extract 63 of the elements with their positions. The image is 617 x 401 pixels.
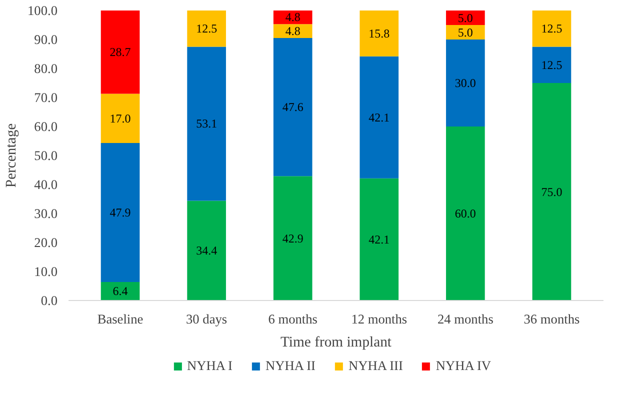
x-tick-label: Baseline	[97, 312, 144, 326]
legend-label: NYHA III	[348, 358, 403, 374]
bar	[100, 10, 140, 94]
bar	[446, 10, 485, 25]
y-tick-label: 10.0	[34, 264, 58, 279]
y-tick-label: 70.0	[34, 90, 58, 105]
x-tick-label: 36 months	[524, 312, 580, 326]
data-label: 15.8	[368, 26, 390, 40]
bar	[446, 40, 485, 126]
data-label: 42.9	[282, 231, 304, 246]
bar	[273, 176, 312, 300]
data-label: 53.1	[196, 116, 218, 131]
bar	[100, 94, 140, 144]
data-label: 5.0	[458, 25, 473, 40]
data-label: 17.0	[110, 111, 131, 126]
bar	[187, 46, 226, 201]
bar	[532, 46, 572, 83]
data-label: 75.0	[541, 184, 562, 199]
data-label: 12.5	[541, 22, 562, 36]
x-axis-title: Time from implant	[280, 334, 392, 350]
data-label: 47.9	[110, 205, 131, 220]
data-label: 5.0	[458, 10, 473, 25]
bar	[187, 200, 226, 300]
y-tick-label: 0.0	[40, 293, 58, 308]
data-label: 30.0	[454, 76, 476, 90]
bar	[532, 83, 572, 300]
x-tick-label: 12 months	[351, 312, 408, 326]
data-label: 4.8	[285, 10, 300, 24]
data-label: 12.5	[196, 22, 218, 36]
bar	[273, 38, 312, 176]
legend-label: NYHA IV	[436, 358, 492, 374]
bar	[446, 126, 485, 300]
data-label: 34.4	[196, 244, 218, 258]
y-tick-label: 100.0	[28, 3, 58, 18]
x-tick-label: 30 days	[186, 312, 228, 326]
bar	[360, 178, 399, 300]
y-tick-label: 50.0	[34, 148, 58, 163]
data-label: 28.7	[110, 45, 131, 60]
y-tick-label: 90.0	[34, 32, 58, 47]
bar	[360, 10, 399, 56]
data-label: 60.0	[454, 206, 476, 220]
y-tick-label: 20.0	[34, 235, 58, 250]
data-label: 47.6	[282, 100, 304, 114]
bar	[360, 56, 399, 178]
legend-label: NYHA II	[265, 358, 316, 374]
legend-label: NYHA I	[186, 358, 232, 374]
data-label: 42.1	[368, 110, 390, 124]
y-tick-label: 40.0	[34, 177, 58, 192]
bar	[446, 25, 485, 40]
bar	[100, 143, 140, 282]
data-label: 4.8	[285, 24, 300, 38]
data-label: 6.4	[112, 284, 128, 298]
y-axis-title: Percentage	[4, 123, 20, 188]
y-tick-label: 60.0	[34, 119, 58, 134]
y-tick-label: 80.0	[34, 61, 58, 76]
bar	[187, 10, 226, 47]
x-tick-label: 24 months	[437, 312, 494, 326]
bar	[532, 10, 572, 47]
data-label: 42.1	[368, 232, 390, 246]
bar	[273, 24, 312, 38]
x-tick-label: 6 months	[268, 312, 318, 326]
data-label: 12.5	[541, 58, 562, 72]
y-tick-label: 30.0	[34, 206, 58, 221]
